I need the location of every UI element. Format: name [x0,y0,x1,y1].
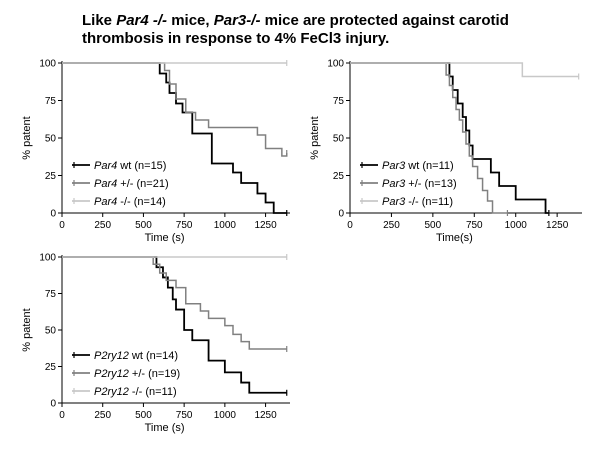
series-line-2 [350,62,579,78]
y-tick-label: 0 [50,399,56,410]
y-tick-label: 25 [333,171,345,182]
legend-genotype: wt (n=14) [129,350,178,362]
legend-gene-name: P2ry12 [94,386,129,398]
x-tick-label: 0 [347,220,353,231]
legend-label: Par4 -/- (n=14) [94,196,166,208]
y-tick-label: 100 [327,59,344,70]
y-tick-label: 100 [39,59,56,70]
legend-label: Par3 +/- (n=13) [382,178,457,190]
y-tick-label: 75 [45,96,57,107]
legend: P2ry12 wt (n=14)P2ry12 +/- (n=19)P2ry12 … [72,350,180,398]
legend-genotype: -/- (n=11) [405,196,453,208]
y-axis-label: % patent [21,116,33,159]
x-tick-label: 500 [135,410,152,421]
x-axis-label: Time(s) [436,232,473,244]
legend-label: Par4 wt (n=15) [94,160,166,172]
legend-label: Par3 -/- (n=11) [382,196,453,208]
legend-genotype: -/- (n=14) [117,196,166,208]
y-tick-label: 0 [338,209,344,220]
legend-gene-name: Par3 [382,196,406,208]
x-tick-label: 750 [466,220,483,231]
x-tick-label: 750 [176,220,193,231]
title-text-1: Like [82,12,117,29]
title-italic-par4: Par4 -/- [116,12,168,29]
legend-genotype: +/- (n=13) [405,178,456,190]
title-text-3: mice are protected against carotid [260,12,509,29]
x-tick-label: 1000 [214,220,237,231]
y-tick-label: 75 [45,289,57,300]
y-tick-label: 50 [333,134,345,145]
x-tick-label: 250 [94,220,111,231]
series-line-0 [62,62,287,214]
x-tick-label: 500 [425,220,442,231]
legend: Par3 wt (n=11)Par3 +/- (n=13)Par3 -/- (n… [360,160,457,208]
title-text-2: mice, [167,12,214,29]
x-tick-label: 1250 [254,220,277,231]
legend-label: P2ry12 wt (n=14) [94,350,178,362]
legend: Par4 wt (n=15)Par4 +/- (n=21)Par4 -/- (n… [72,160,169,208]
legend-gene-name: Par4 [94,196,117,208]
legend-gene-name: Par4 [94,160,117,172]
y-tick-label: 25 [45,362,57,373]
x-tick-label: 250 [94,410,111,421]
y-tick-label: 75 [333,96,345,107]
y-tick-label: 0 [50,209,56,220]
y-axis-label: % patent [21,308,33,351]
legend-gene-name: Par3 [382,160,406,172]
legend-gene-name: P2ry12 [94,350,129,362]
x-tick-label: 250 [383,220,400,231]
legend-genotype: -/- (n=11) [129,386,177,398]
legend-label: P2ry12 +/- (n=19) [94,368,180,380]
y-tick-label: 50 [45,134,57,145]
y-tick-label: 100 [39,253,56,264]
legend-genotype: +/- (n=21) [117,178,168,190]
series-line-1 [350,62,508,214]
x-tick-label: 1000 [505,220,528,231]
title-italic-par3: Par3-/- [213,12,261,29]
x-tick-label: 1000 [214,410,237,421]
series-line-1 [62,256,287,350]
legend-genotype: +/- (n=19) [129,368,180,380]
y-tick-label: 50 [45,326,57,337]
figure-title: Like Par4 -/- mice, Par3-/- mice are pro… [82,12,582,48]
x-tick-label: 0 [59,410,65,421]
legend-genotype: wt (n=11) [405,160,453,172]
legend-gene-name: Par3 [382,178,406,190]
x-tick-label: 750 [176,410,193,421]
x-tick-label: 1250 [254,410,277,421]
x-tick-label: 1250 [546,220,569,231]
y-tick-label: 25 [45,171,57,182]
legend-gene-name: Par4 [94,178,117,190]
y-axis-label: % patent [309,116,321,159]
legend-label: P2ry12 -/- (n=11) [94,386,177,398]
series-line-0 [62,256,287,394]
legend-genotype: wt (n=15) [117,160,166,172]
x-tick-label: 0 [59,220,65,231]
x-axis-label: Time (s) [145,232,185,244]
series-line-1 [62,62,288,157]
x-axis-label: Time (s) [145,422,185,434]
legend-label: Par4 +/- (n=21) [94,178,169,190]
title-line-2: thrombosis in response to 4% FeCl3 injur… [82,30,390,47]
x-tick-label: 500 [135,220,152,231]
legend-label: Par3 wt (n=11) [382,160,454,172]
legend-gene-name: P2ry12 [94,368,129,380]
